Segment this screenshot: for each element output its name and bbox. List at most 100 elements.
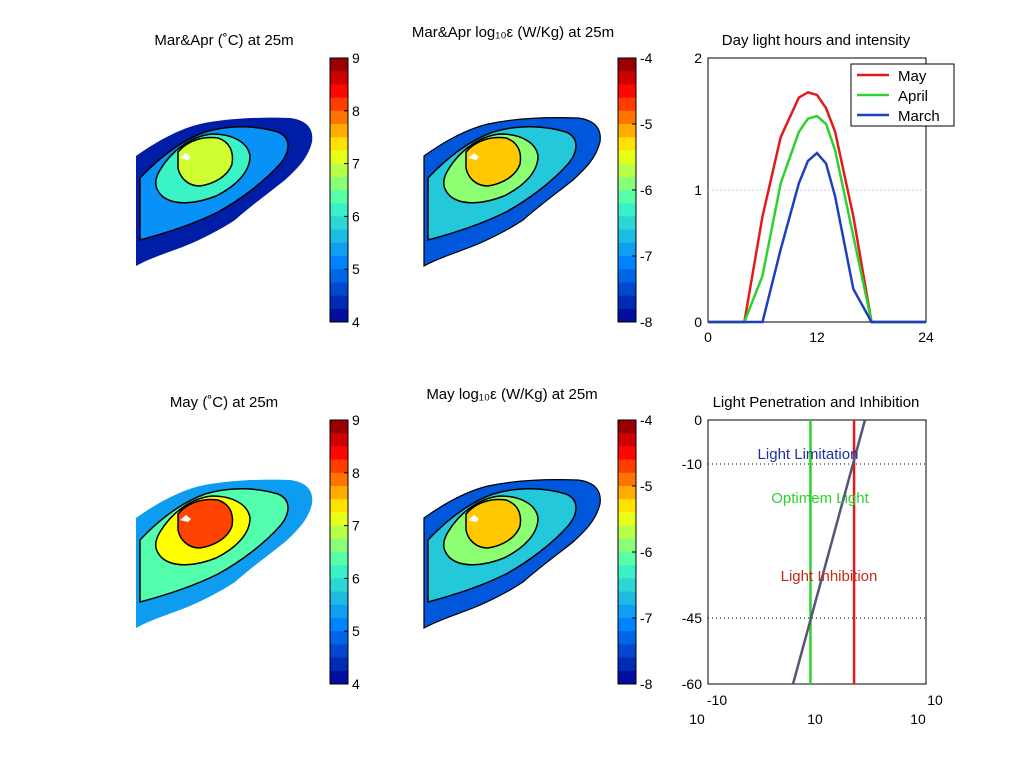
colorbar-band: [618, 97, 636, 112]
y-tick-label: 0: [694, 314, 702, 330]
y-tick-label: -10: [682, 456, 702, 472]
x-tick-label-bottom: 10: [910, 711, 926, 727]
x-tick-label: 0: [704, 329, 712, 345]
colorbar-band: [618, 552, 636, 566]
colorbar-band: [618, 203, 636, 217]
field-region-core: [177, 136, 234, 187]
colorbar-band: [618, 84, 636, 99]
colorbar-band: [618, 459, 636, 474]
colorbar-tick-label: 4: [352, 314, 360, 330]
colorbar-frame: [329, 419, 349, 685]
colorbar-band: [618, 525, 636, 540]
colorbar-frame: [329, 57, 349, 323]
colorbar-band: [330, 110, 348, 125]
colorbar-band: [330, 269, 348, 283]
colorbar-tick-label: -6: [640, 544, 653, 560]
colorbar-band: [330, 97, 348, 112]
colorbar-tick-label: 4: [352, 676, 360, 692]
colorbar-band: [618, 446, 636, 461]
colorbar-tick-label: -7: [640, 248, 653, 264]
colorbar-band: [618, 216, 636, 231]
colorbar-band: [618, 670, 636, 685]
colorbar-band: [618, 269, 636, 283]
legend-label-april: April: [898, 88, 928, 105]
colorbar-band: [330, 486, 348, 500]
colorbar-band: [618, 486, 636, 500]
field-region-core: [177, 498, 234, 549]
legend-label-march: March: [898, 108, 940, 125]
x-tick-label-top: 10: [927, 692, 943, 708]
y-tick-label: 1: [694, 182, 702, 198]
x-tick-label-top: -10: [707, 692, 727, 708]
colorbar-band: [618, 538, 636, 553]
colorbar-band: [618, 618, 636, 632]
colorbar-tick-label: -5: [640, 478, 653, 494]
island-marker: [180, 515, 191, 522]
colorbar-tick-label: -6: [640, 182, 653, 198]
colorbar-band: [330, 433, 348, 447]
colorbar-tick-label: 8: [352, 103, 360, 119]
colorbar-band: [618, 565, 636, 579]
series-line-may: [708, 90, 926, 324]
colorbar-tick-label: 5: [352, 623, 360, 639]
colorbar-tick-label: 9: [352, 412, 360, 428]
colorbar-band: [330, 71, 348, 85]
series-line-march: [708, 151, 926, 324]
temperature-map-mar-apr: Mar&Apr (˚C) at 25m 9 8 7 6 5 4: [136, 32, 360, 330]
colorbar-band: [330, 216, 348, 231]
island-marker: [180, 153, 191, 160]
colorbar-band: [618, 512, 636, 527]
colorbar-band: [618, 176, 636, 191]
colorbar-band: [330, 163, 348, 178]
colorbar-band: [330, 420, 348, 434]
x-tick-label-bottom: 10: [689, 711, 705, 727]
colorbar-tick-label: 8: [352, 465, 360, 481]
colorbar-band: [618, 229, 636, 244]
colorbar-band: [618, 110, 636, 125]
colorbar-band: [618, 150, 636, 165]
island-marker: [468, 153, 479, 160]
colorbar-band: [330, 631, 348, 645]
colorbar-band: [330, 644, 348, 659]
colorbar-band: [330, 256, 348, 270]
colorbar-band: [618, 163, 636, 178]
colorbar-band: [330, 150, 348, 165]
colorbar-band: [618, 124, 636, 138]
dissipation-field: [423, 479, 601, 630]
colorbar-band: [618, 58, 636, 72]
temperature-map-may: May (˚C) at 25m 9 8 7 6 5 4: [136, 394, 360, 692]
chart-title: May log₁₀ε (W/Kg) at 25m: [426, 386, 597, 403]
annotation-label: Light Inhibition: [781, 568, 878, 585]
colorbar-tick-label: 9: [352, 50, 360, 66]
dissipation-map-may: May log₁₀ε (W/Kg) at 25m -4 -5 -6 -7 -8: [423, 386, 653, 692]
colorbar-band: [330, 190, 348, 204]
chart-title: Light Penetration and Inhibition: [713, 394, 920, 411]
legend: May April March: [850, 63, 955, 127]
colorbar-band: [330, 499, 348, 513]
colorbar-band: [330, 657, 348, 672]
y-tick-label: 0: [694, 412, 702, 428]
chart-title: Day light hours and intensity: [722, 32, 911, 49]
y-tick-label: -45: [682, 610, 702, 626]
colorbar-band: [618, 578, 636, 593]
annotation-label: Light Limitation: [758, 446, 859, 463]
series-line-april: [708, 114, 926, 324]
chart-title: Mar&Apr (˚C) at 25m: [154, 32, 293, 49]
colorbar-tick-label: 6: [352, 570, 360, 586]
island-marker: [468, 515, 479, 522]
colorbar-band: [330, 84, 348, 99]
colorbar-band: [330, 525, 348, 540]
colorbar-band: [330, 459, 348, 474]
colorbar-tick-label: 5: [352, 261, 360, 277]
colorbar-band: [618, 295, 636, 310]
colorbar-band: [618, 256, 636, 270]
annotation-label: Optimem Light: [771, 490, 869, 507]
colorbar-band: [618, 242, 636, 257]
colorbar-band: [618, 282, 636, 297]
colorbar-band: [330, 203, 348, 217]
colorbar-band: [618, 499, 636, 513]
colorbar-band: [330, 58, 348, 72]
colorbar: 9 8 7 6 5 4: [329, 50, 360, 330]
